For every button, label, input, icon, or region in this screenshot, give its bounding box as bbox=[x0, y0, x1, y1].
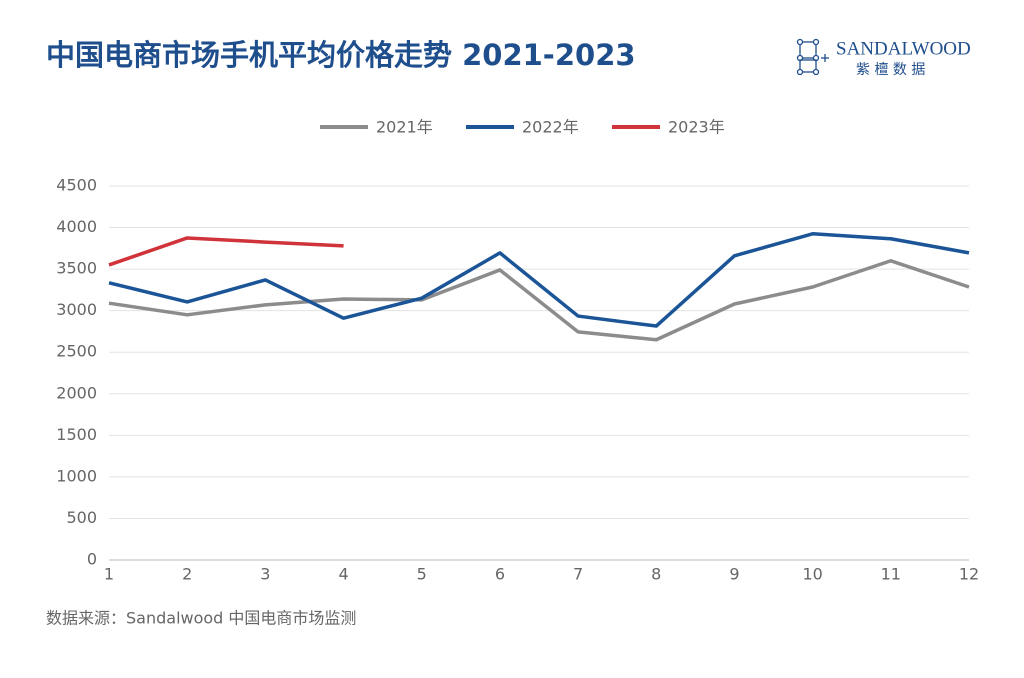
y-tick-label: 2500 bbox=[56, 342, 97, 361]
y-tick-label: 0 bbox=[87, 550, 97, 569]
source-note: 数据来源：Sandalwood 中国电商市场监测 bbox=[46, 609, 356, 628]
x-tick-label: 12 bbox=[959, 565, 979, 584]
brand-name: SANDALWOOD bbox=[836, 38, 971, 59]
legend-label: 2023年 bbox=[668, 118, 725, 137]
x-tick-label: 6 bbox=[495, 565, 505, 584]
x-tick-label: 5 bbox=[417, 565, 427, 584]
series-line bbox=[108, 236, 344, 267]
y-tick-label: 3500 bbox=[56, 259, 97, 278]
y-tick-label: 1000 bbox=[56, 466, 97, 485]
y-tick-label: 3000 bbox=[56, 300, 97, 319]
series-line bbox=[108, 259, 970, 342]
x-tick-label: 2 bbox=[182, 565, 192, 584]
logo-icon bbox=[796, 38, 829, 76]
y-tick-label: 1500 bbox=[56, 425, 97, 444]
x-tick-label: 11 bbox=[881, 565, 901, 584]
x-tick-label: 7 bbox=[573, 565, 583, 584]
x-tick-label: 10 bbox=[802, 565, 822, 584]
y-tick-label: 2000 bbox=[56, 383, 97, 402]
y-tick-label: 4500 bbox=[56, 176, 97, 195]
chart-title: 中国电商市场手机平均价格走势 2021-2023 bbox=[46, 38, 636, 72]
x-tick-label: 8 bbox=[651, 565, 661, 584]
legend-label: 2022年 bbox=[522, 118, 579, 137]
x-tick-label: 1 bbox=[104, 565, 114, 584]
x-tick-label: 4 bbox=[338, 565, 348, 584]
brand-subname: 紫 檀 数 据 bbox=[856, 61, 925, 78]
series-line bbox=[108, 232, 970, 328]
y-tick-label: 500 bbox=[66, 508, 97, 527]
x-tick-label: 9 bbox=[729, 565, 739, 584]
x-tick-label: 3 bbox=[260, 565, 270, 584]
y-tick-label: 4000 bbox=[56, 217, 97, 236]
legend-label: 2021年 bbox=[376, 118, 433, 137]
